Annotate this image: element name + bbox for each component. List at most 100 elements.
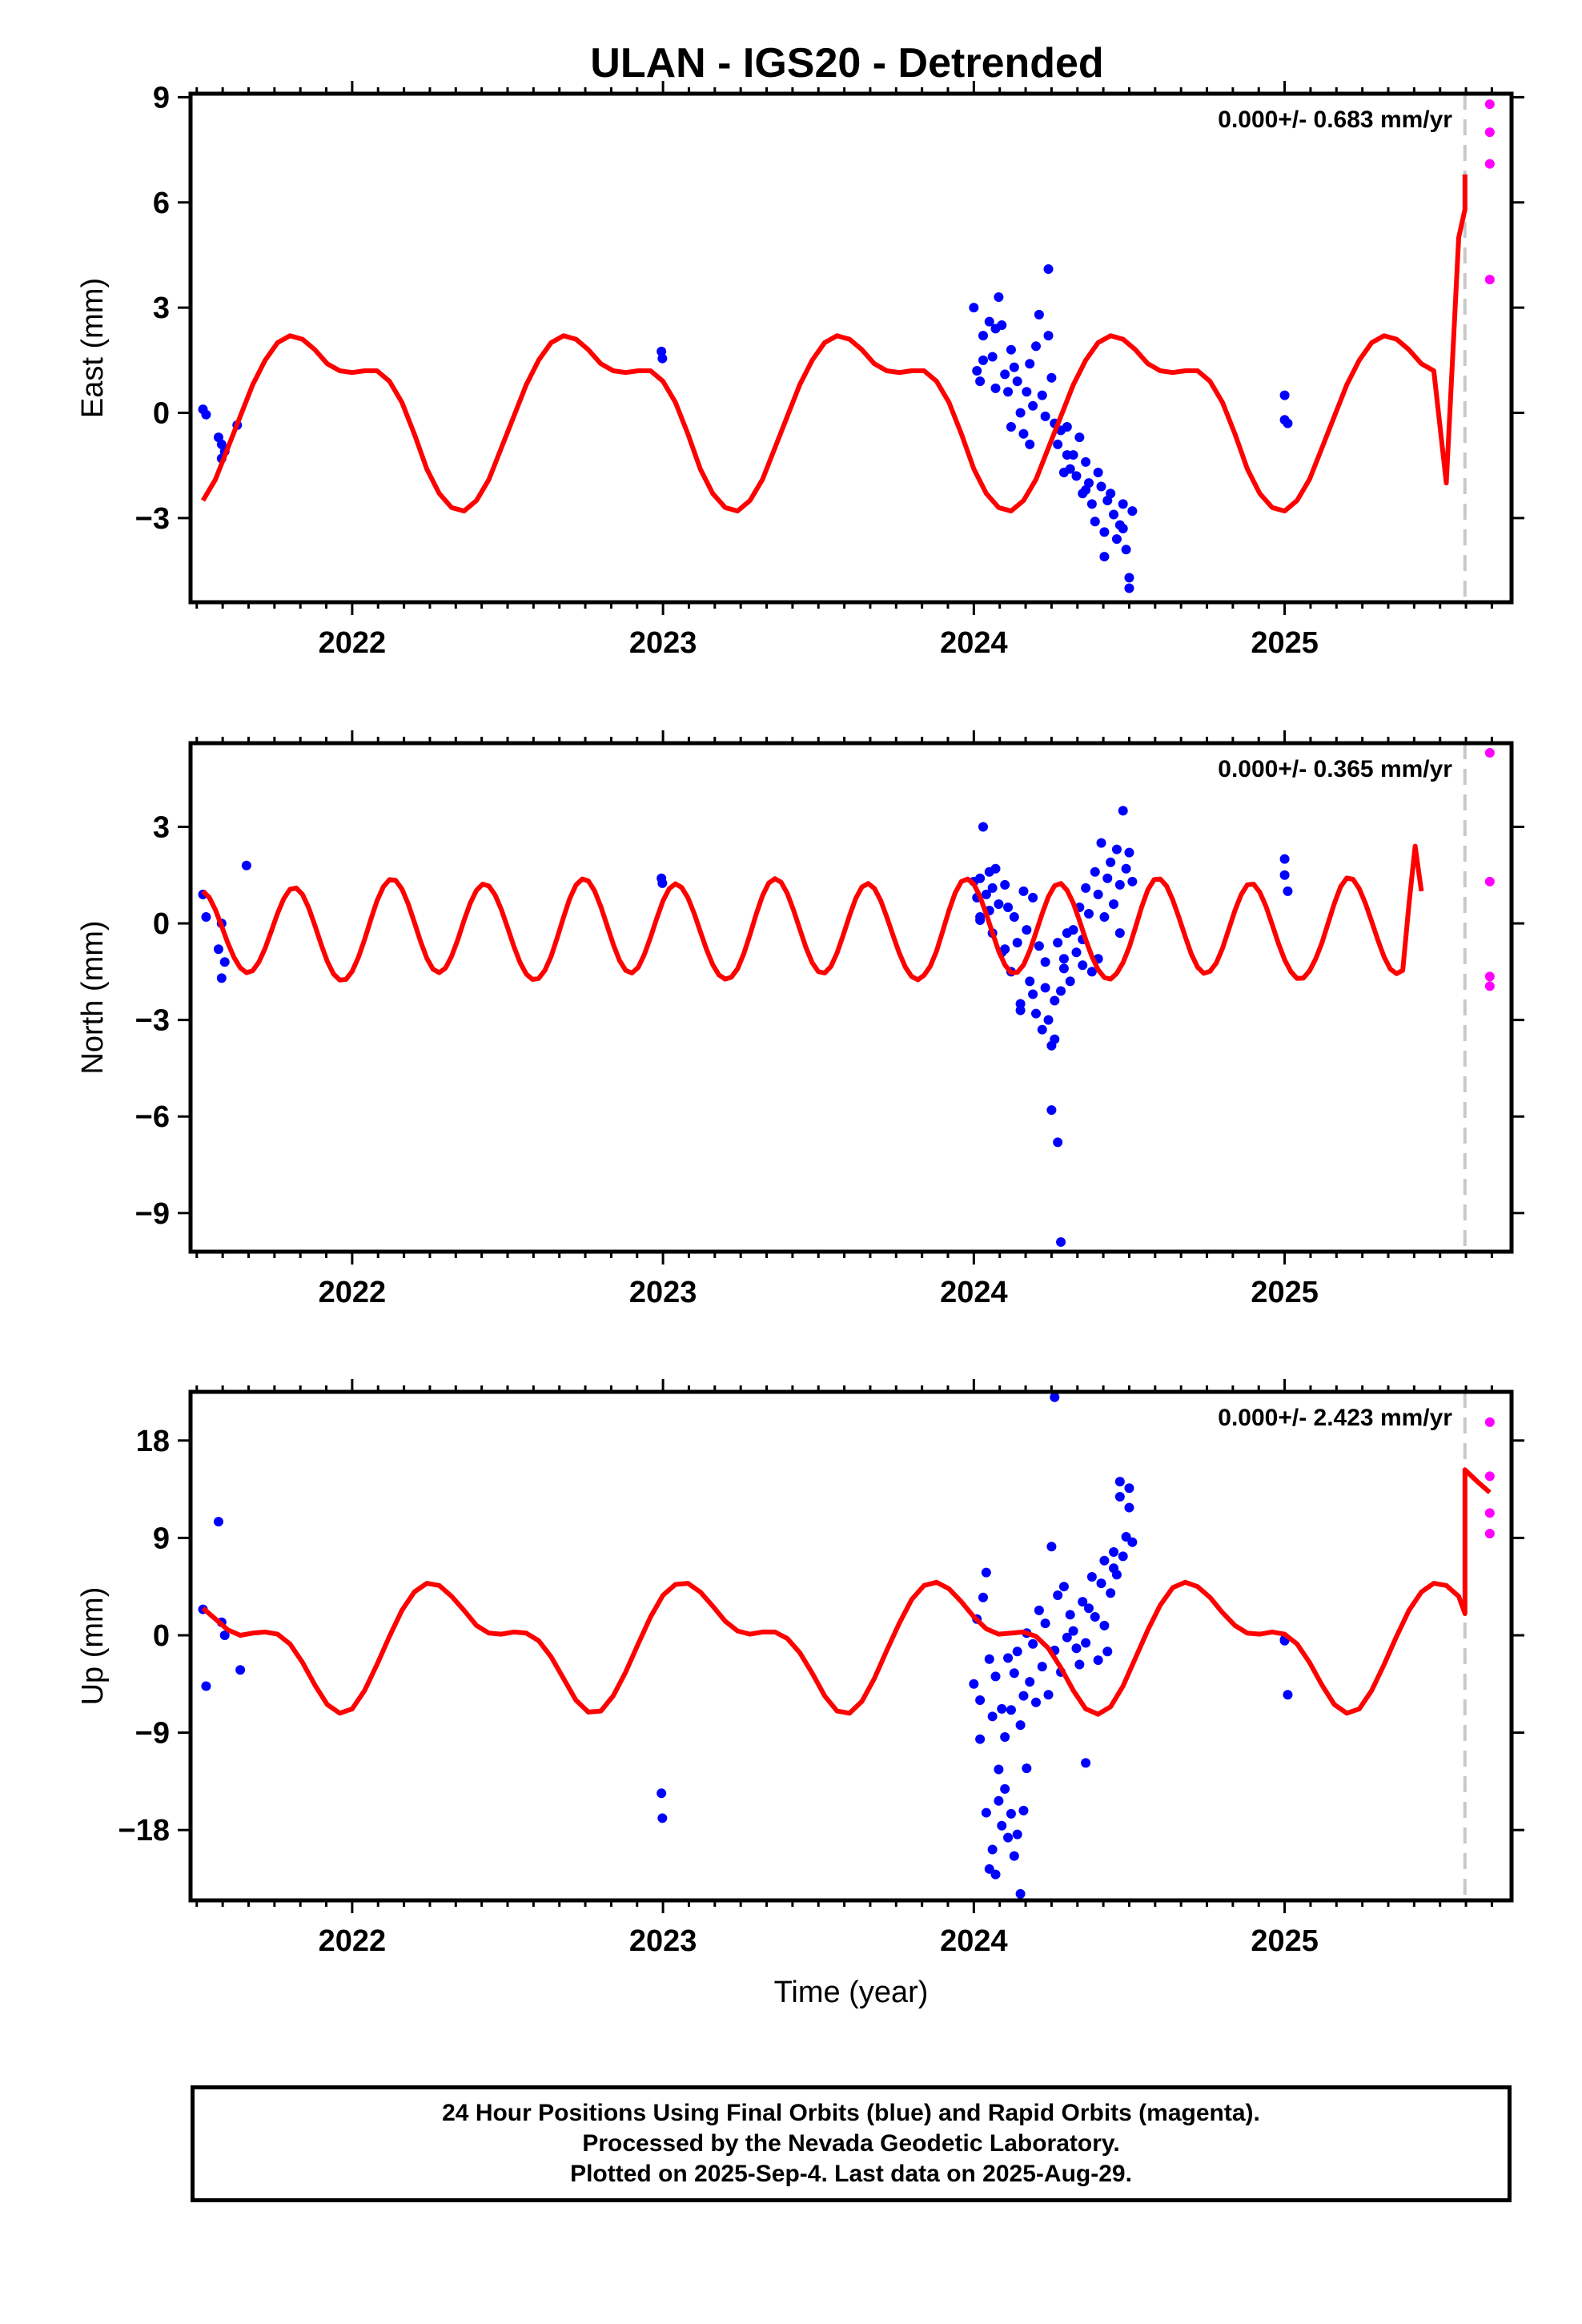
data-point-final	[219, 957, 230, 967]
y-tick-label: −3	[135, 1004, 170, 1038]
data-point-final	[981, 889, 991, 899]
data-point-final	[1081, 456, 1091, 467]
panel-north: 2022 2023 2024 2025 3 0 −3 −6 −9 North (mm) 0.000+…	[76, 730, 1524, 1309]
y-axis-label: Up (mm)	[76, 1587, 110, 1706]
data-point-final	[1037, 1662, 1047, 1672]
plot-frame	[188, 741, 1514, 1254]
data-point-final	[1127, 506, 1138, 517]
data-point-final	[241, 860, 251, 870]
data-point-final	[1043, 331, 1054, 341]
data-point-final	[1043, 1690, 1054, 1700]
data-point-final	[1009, 1851, 1019, 1861]
data-point-final	[1068, 925, 1078, 935]
data-point-final	[1053, 1137, 1063, 1148]
data-point-final	[969, 303, 979, 313]
data-point-final	[990, 324, 1001, 334]
data-point-final	[1096, 1578, 1106, 1589]
data-point-final	[1040, 957, 1050, 967]
data-point-final	[1106, 1588, 1116, 1598]
y-tick-label: 9	[153, 1522, 170, 1555]
data-point-final	[1090, 866, 1100, 877]
data-point-final	[1006, 344, 1016, 355]
data-point-final	[990, 863, 1001, 874]
data-point-final	[1040, 983, 1050, 993]
data-point-final	[1106, 857, 1116, 867]
y-tick-label: 0	[153, 907, 170, 941]
data-point-final	[1006, 1808, 1016, 1819]
data-point-final	[1018, 886, 1029, 896]
data-point-final	[1078, 960, 1088, 971]
data-point-final	[1127, 876, 1138, 887]
data-point-rapid	[1484, 159, 1495, 169]
y-tick-label: −9	[135, 1197, 170, 1231]
data-point-final	[1068, 1626, 1078, 1636]
data-point-final	[1022, 387, 1032, 397]
data-point-final	[1025, 359, 1035, 369]
data-point-final	[1279, 870, 1290, 880]
caption-line-dates: Plotted on 2025-Sep-4. Last data on 2025…	[570, 2161, 1132, 2187]
final-orbit-points	[198, 806, 1293, 1247]
y-tick-label: −18	[118, 1814, 170, 1848]
data-point-final	[1006, 1705, 1016, 1715]
data-point-final	[1121, 863, 1131, 874]
data-point-final	[984, 1654, 994, 1664]
data-point-final	[994, 899, 1004, 909]
data-point-final	[1006, 422, 1016, 432]
data-point-final	[1003, 1653, 1014, 1663]
plot-frame	[188, 1389, 1514, 1903]
data-point-final	[1096, 838, 1106, 848]
data-point-final	[987, 1844, 998, 1855]
data-point-final	[1015, 1888, 1026, 1899]
data-point-rapid	[1484, 275, 1495, 285]
data-point-final	[201, 1681, 211, 1691]
model-curve	[201, 1467, 1492, 1717]
data-point-final	[1114, 1477, 1125, 1487]
data-point-final	[984, 1864, 994, 1874]
caption-box: 24 Hour Positions Using Final Orbits (bl…	[191, 2085, 1512, 2202]
data-point-final	[1053, 439, 1063, 449]
data-point-final	[1009, 912, 1019, 923]
data-point-final	[984, 316, 994, 327]
data-point-final	[1124, 1483, 1134, 1494]
data-point-final	[1283, 1690, 1293, 1700]
panel-up: 2022 2023 2024 2025 18 9 0 −9 −18 Up (mm) 0.000+/-…	[76, 1379, 1524, 2009]
data-point-final	[1018, 1691, 1029, 1701]
data-point-final	[656, 1788, 667, 1799]
data-point-final	[975, 1734, 986, 1744]
data-point-final	[1121, 1532, 1131, 1542]
data-point-final	[1003, 902, 1014, 912]
y-axis-label: East (mm)	[76, 278, 110, 418]
data-point-final	[219, 1630, 230, 1640]
x-tick-label: 2025	[1251, 626, 1319, 660]
x-tick-label: 2024	[940, 1924, 1008, 1958]
data-point-final	[1031, 1697, 1041, 1707]
x-tick-label: 2022	[319, 1276, 387, 1309]
data-point-final	[990, 1869, 1001, 1880]
caption-line-orbits: 24 Hour Positions Using Final Orbits (bl…	[442, 2100, 1260, 2126]
data-point-final	[1102, 873, 1113, 883]
data-point-final	[1081, 883, 1091, 893]
x-tick-label: 2023	[629, 1924, 697, 1958]
data-point-final	[657, 353, 668, 364]
data-point-final	[1109, 899, 1119, 909]
data-point-final	[1028, 989, 1038, 999]
y-tick-label: 9	[153, 81, 170, 115]
data-point-final	[1099, 1620, 1110, 1630]
data-point-final	[1040, 1618, 1050, 1629]
data-point-final	[1037, 390, 1047, 400]
data-point-final	[1034, 941, 1044, 951]
velocity-annotation: 0.000+/- 0.365 mm/yr	[1218, 756, 1452, 782]
data-point-final	[1058, 1582, 1069, 1592]
data-point-final	[1022, 1763, 1032, 1774]
y-tick-label: 18	[136, 1425, 170, 1458]
data-point-final	[1058, 954, 1069, 964]
y-tick-label: 0	[153, 1619, 170, 1653]
data-point-final	[969, 1679, 979, 1689]
data-point-final	[972, 365, 982, 376]
data-point-final	[1000, 1731, 1010, 1742]
data-point-rapid	[1484, 1471, 1495, 1482]
panel-east: 2022 2023 2024 2025 9 6 3 0 −3 East (mm) 0.000+/- …	[76, 81, 1524, 660]
velocity-annotation: 0.000+/- 0.683 mm/yr	[1218, 107, 1452, 133]
data-point-final	[1046, 372, 1057, 383]
